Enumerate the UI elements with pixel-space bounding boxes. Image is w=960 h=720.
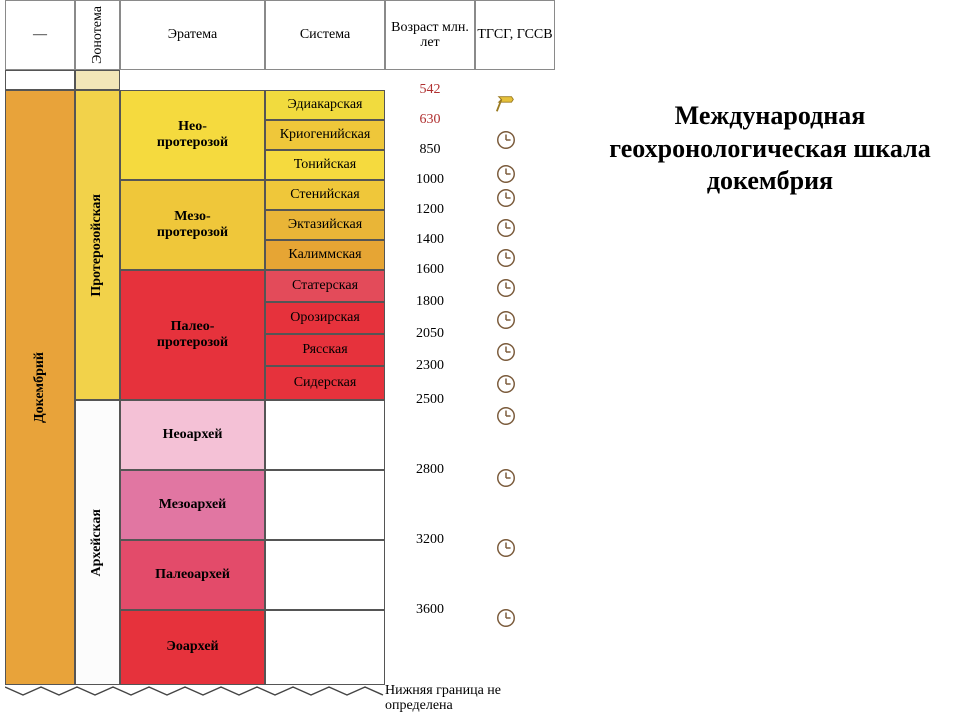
clock-icon bbox=[495, 467, 517, 489]
header-blank: — bbox=[5, 0, 75, 70]
age-850: 850 bbox=[400, 142, 460, 158]
age-2500: 2500 bbox=[400, 392, 460, 408]
page-title: Международная геохронологическая шкала д… bbox=[590, 100, 950, 198]
nail-icon bbox=[495, 93, 517, 115]
era-neo_prot: Нео-протерозой bbox=[120, 90, 265, 180]
phanerozoic-strip-1 bbox=[5, 70, 75, 90]
system-blank-3 bbox=[265, 610, 385, 685]
clock-icon bbox=[495, 247, 517, 269]
system-0: Эдиакарская bbox=[265, 90, 385, 120]
system-9: Сидерская bbox=[265, 366, 385, 400]
header-row: —ЭонотемаЭратемаСистемаВозраст млн. летТ… bbox=[5, 0, 585, 70]
system-5: Калиммская bbox=[265, 240, 385, 270]
era-eoarch: Эоархей bbox=[120, 610, 265, 685]
system-6: Статерская bbox=[265, 270, 385, 302]
age-1000: 1000 bbox=[400, 172, 460, 188]
system-blank-1 bbox=[265, 470, 385, 540]
clock-icon bbox=[495, 341, 517, 363]
system-blank-2 bbox=[265, 540, 385, 610]
clock-icon bbox=[495, 405, 517, 427]
eon-archean: Архейская bbox=[75, 400, 120, 685]
clock-icon bbox=[495, 277, 517, 299]
era-paleo_prot: Палео-протерозой bbox=[120, 270, 265, 400]
system-7: Орозирская bbox=[265, 302, 385, 334]
age-3600: 3600 bbox=[400, 602, 460, 618]
header-eratema: Эратема bbox=[120, 0, 265, 70]
phanerozoic-strip-2 bbox=[75, 70, 120, 90]
system-2: Тонийская bbox=[265, 150, 385, 180]
super-eon-dokembrij: Докембрий bbox=[5, 90, 75, 685]
clock-icon bbox=[495, 187, 517, 209]
footer-note: Нижняя граница не определена bbox=[385, 683, 565, 714]
system-3: Стенийская bbox=[265, 180, 385, 210]
system-4: Эктазийская bbox=[265, 210, 385, 240]
clock-icon bbox=[495, 163, 517, 185]
system-blank-0 bbox=[265, 400, 385, 470]
clock-icon bbox=[495, 217, 517, 239]
age-2800: 2800 bbox=[400, 462, 460, 478]
age-3200: 3200 bbox=[400, 532, 460, 548]
zigzag-bottom bbox=[5, 685, 385, 699]
header-gssp: ТГСГ, ГССВ bbox=[475, 0, 555, 70]
age-2050: 2050 bbox=[400, 326, 460, 342]
age-630: 630 bbox=[400, 112, 460, 128]
clock-icon bbox=[495, 309, 517, 331]
clock-icon bbox=[495, 373, 517, 395]
age-1600: 1600 bbox=[400, 262, 460, 278]
age-542: 542 bbox=[400, 82, 460, 98]
era-paleoarch: Палеоархей bbox=[120, 540, 265, 610]
system-8: Рясская bbox=[265, 334, 385, 366]
age-1800: 1800 bbox=[400, 294, 460, 310]
header-age: Возраст млн. лет bbox=[385, 0, 475, 70]
era-neoarch: Неоархей bbox=[120, 400, 265, 470]
clock-icon bbox=[495, 129, 517, 151]
system-1: Криогенийская bbox=[265, 120, 385, 150]
header-eonotema: Эонотема bbox=[75, 0, 120, 70]
era-mesoarch: Мезоархей bbox=[120, 470, 265, 540]
geochron-chart: —ЭонотемаЭратемаСистемаВозраст млн. летТ… bbox=[5, 0, 585, 690]
clock-icon bbox=[495, 537, 517, 559]
era-meso_prot: Мезо-протерозой bbox=[120, 180, 265, 270]
chart-body: ДокембрийПротерозойскаяАрхейская Нео-прот… bbox=[5, 70, 585, 690]
eon-proterozoic: Протерозойская bbox=[75, 90, 120, 400]
age-1200: 1200 bbox=[400, 202, 460, 218]
header-sistema: Система bbox=[265, 0, 385, 70]
age-1400: 1400 bbox=[400, 232, 460, 248]
age-2300: 2300 bbox=[400, 358, 460, 374]
clock-icon bbox=[495, 607, 517, 629]
